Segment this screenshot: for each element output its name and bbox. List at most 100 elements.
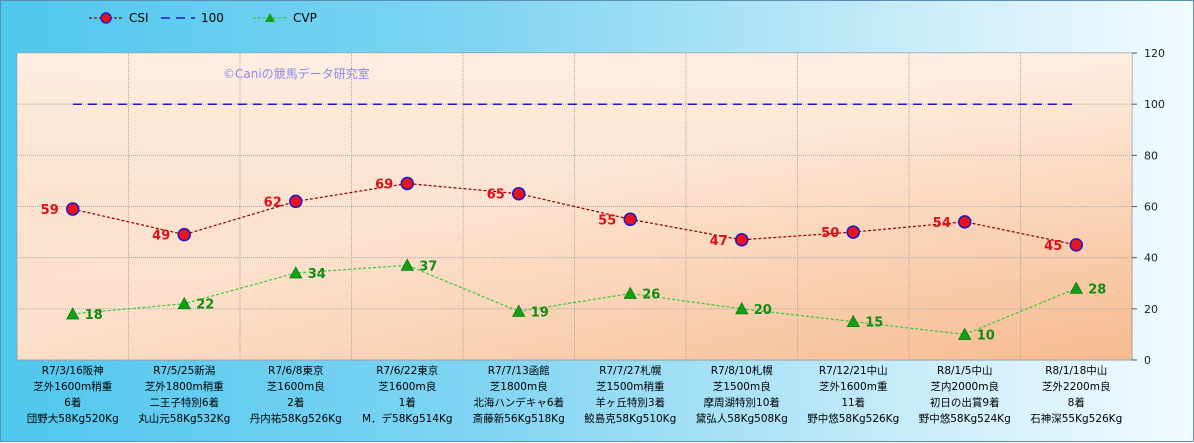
x-tick-label-line: 丸山元58Kg532Kg [138, 412, 230, 425]
x-tick-label: R7/3/16阪神芝外1600m稍重 6着団野大58Kg520Kg [27, 364, 119, 425]
cvp-data-label: 34 [308, 267, 326, 282]
x-tick-label: R7/8/10札幌芝1500m良摩周湖特別10着黛弘人58Kg508Kg [696, 364, 788, 425]
csi-data-label: 62 [264, 195, 282, 210]
x-tick-label: R7/12/21中山芝外1600m重 11着野中悠58Kg526Kg [807, 364, 899, 425]
legend-label-csi: CSI [129, 11, 149, 25]
x-tick-label-line: R7/12/21中山 [819, 364, 888, 377]
x-tick-label-line: 芝1500m良 [713, 380, 771, 393]
x-tick-label-line: 11着 [841, 396, 865, 409]
cvp-point [177, 296, 191, 310]
x-tick-label-line: 2着 [287, 396, 304, 409]
csi-data-label: 49 [152, 229, 170, 244]
x-tick-label-line: 芝1800m良 [490, 380, 548, 393]
y-tick-label: 40 [1144, 252, 1158, 265]
watermark: ©Caniの競馬データ研究室 [223, 66, 370, 81]
x-tick-label-line: R8/1/5中山 [937, 364, 992, 377]
legend-marker-triangle [265, 13, 275, 22]
x-tick-label-line: 芝1600m良 [267, 380, 325, 393]
x-tick-label-line: 二王子特別6着 [149, 396, 219, 409]
x-tick-label-line: 芝外2200m良 [1042, 380, 1110, 393]
csi-point [66, 202, 80, 216]
legend-label-cvp: CVP [293, 11, 317, 25]
cvp-data-label: 18 [85, 308, 103, 323]
cvp-point [958, 327, 972, 340]
x-tick-label-line: 斎藤新56Kg518Kg [473, 412, 565, 425]
cvp-point [846, 314, 860, 328]
x-tick-label-line: R7/5/25新潟 [153, 364, 215, 377]
x-tick-label-line: 芝外1600m重 [819, 380, 887, 393]
cvp-data-label: 19 [531, 305, 549, 320]
y-tick-label: 20 [1144, 303, 1158, 316]
csi-point [289, 194, 303, 209]
x-tick-label-line: R7/6/8東京 [268, 364, 323, 377]
x-tick-label-line: M．デ58Kg514Kg [362, 412, 453, 425]
csi-data-label: 69 [375, 177, 393, 192]
csi-point [512, 186, 526, 201]
csi-data-label: 45 [1044, 239, 1062, 254]
cvp-point [400, 258, 414, 271]
cvp-data-label: 37 [419, 259, 437, 274]
x-tick-label-line: R7/8/10札幌 [711, 364, 774, 377]
csi-data-label: 65 [487, 188, 505, 203]
y-tick-label: 0 [1144, 354, 1151, 367]
x-tick-label-line: 1着 [399, 396, 416, 409]
x-tick-label: R7/7/13函館芝1800m良北海ハンデキャ6着斎藤新56Kg518Kg [473, 364, 565, 425]
csi-data-label: 47 [710, 234, 728, 249]
x-tick-label-line: R8/1/18中山 [1045, 364, 1107, 377]
csi-point [177, 227, 191, 242]
series-line-cvp [72, 264, 1077, 336]
csi-point [846, 225, 860, 239]
cvp-point [66, 307, 80, 320]
cvp-point [289, 266, 303, 279]
cvp-data-label: 15 [865, 316, 883, 331]
x-tick-label: R7/7/27札幌芝1500m稍重羊ヶ丘特別3着鮫島克58Kg510Kg [584, 364, 676, 425]
legend-label-100: 100 [201, 11, 224, 25]
x-tick-label: R7/5/25新潟芝外1800m稍重二王子特別6着丸山元58Kg532Kg [138, 364, 230, 425]
x-tick-label: R7/6/22東京芝1600m良 1着 M．デ58Kg514Kg [362, 364, 453, 425]
x-tick-label-line: R7/7/27札幌 [599, 364, 662, 377]
legend-marker-circle [100, 12, 112, 24]
x-tick-label-line: 団野大58Kg520Kg [27, 412, 119, 425]
x-tick-label-line: 野中悠58Kg526Kg [807, 412, 899, 425]
y-tick-label: 80 [1144, 149, 1158, 162]
y-tick-label: 60 [1144, 201, 1158, 214]
csi-point [400, 176, 414, 191]
x-tick-label-line: 6着 [64, 396, 81, 409]
x-tick-label: R8/1/18中山芝外2200m良 8着石神深55Kg526Kg [1030, 364, 1122, 425]
x-tick-label-line: R7/7/13函館 [488, 364, 550, 377]
x-tick-label: R7/6/8東京芝1600m良 2着丹内祐58Kg526Kg [250, 364, 342, 425]
x-tick-label: R8/1/5中山芝内2000m良初日の出賞9着野中悠58Kg524Kg [919, 364, 1011, 425]
x-tick-label-line: 摩周湖特別10着 [704, 396, 780, 409]
cvp-point [623, 286, 637, 299]
y-tick-label: 100 [1144, 98, 1165, 111]
cvp-data-label: 26 [642, 287, 660, 302]
cvp-data-label: 10 [977, 328, 995, 343]
x-tick-label-line: R7/6/22東京 [376, 364, 438, 377]
csi-data-label: 54 [933, 216, 951, 231]
series-line-csi [72, 182, 1077, 246]
x-tick-label-line: 丹内祐58Kg526Kg [250, 412, 342, 425]
csi-data-label: 55 [598, 213, 616, 228]
cvp-point [1069, 281, 1083, 294]
legend: CSI 100 CVP [89, 11, 317, 25]
cvp-data-label: 22 [196, 298, 214, 313]
x-tick-label-line: 石神深55Kg526Kg [1030, 412, 1122, 425]
x-tick-label-line: R7/3/16阪神 [42, 364, 104, 377]
x-tick-label-line: 北海ハンデキャ6着 [473, 396, 564, 409]
cvp-point [512, 304, 526, 317]
x-tick-label-line: 黛弘人58Kg508Kg [696, 412, 788, 425]
x-tick-label-line: 8着 [1068, 396, 1085, 409]
csi-data-label: 59 [41, 203, 59, 218]
x-tick-label-line: 芝1500m稍重 [596, 380, 664, 393]
x-tick-label-line: 芝内2000m良 [931, 380, 999, 393]
x-tick-label-line: 芝外1600m稍重 [33, 380, 112, 393]
x-tick-label-line: 芝外1800m稍重 [145, 380, 224, 393]
x-tick-label-line: 初日の出賞9着 [930, 396, 1000, 409]
csi-point [735, 233, 749, 247]
x-tick-label-line: 羊ヶ丘特別3着 [595, 396, 665, 409]
cvp-data-label: 20 [754, 303, 772, 318]
csi-point [623, 212, 637, 227]
x-tick-label-line: 鮫島克58Kg510Kg [584, 412, 676, 425]
